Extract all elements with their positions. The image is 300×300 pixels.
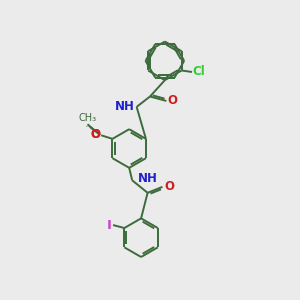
Text: I: I (107, 218, 112, 232)
Text: O: O (90, 128, 100, 141)
Text: Cl: Cl (193, 65, 205, 79)
Text: methoxy: methoxy (86, 126, 92, 127)
Text: O: O (168, 94, 178, 107)
Text: O: O (164, 180, 174, 194)
Text: O: O (90, 128, 100, 141)
Text: NH: NH (137, 172, 158, 185)
Text: CH₃: CH₃ (78, 113, 97, 123)
Text: NH: NH (115, 100, 135, 113)
